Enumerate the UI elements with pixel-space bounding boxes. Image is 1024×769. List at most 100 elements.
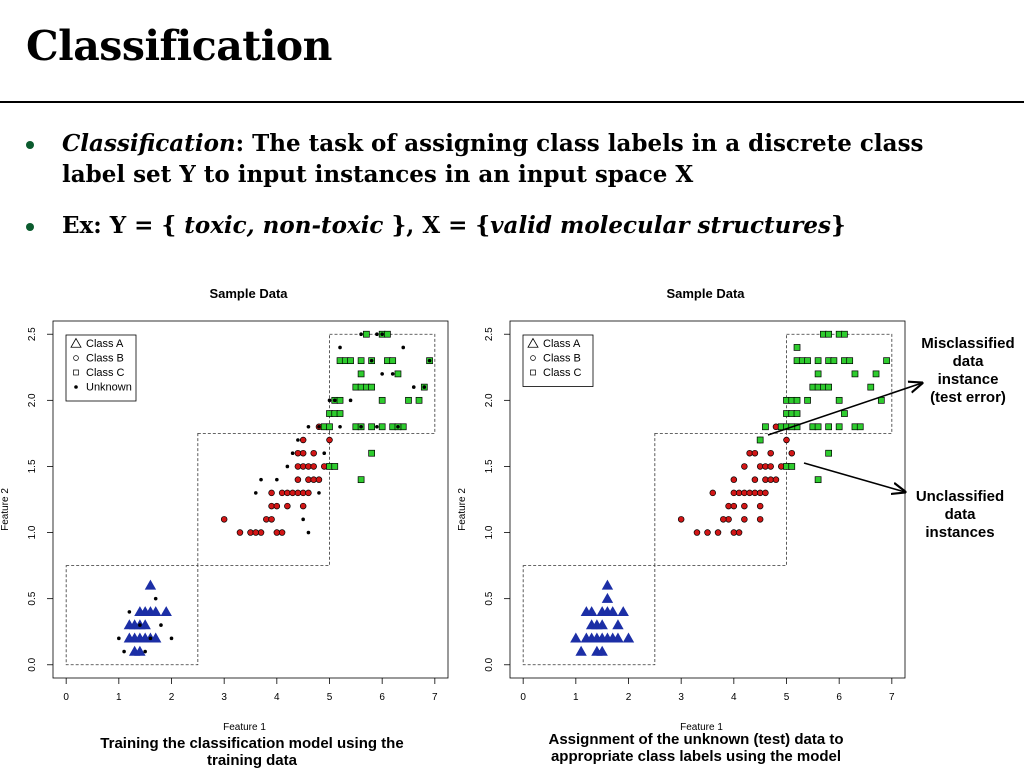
legend: Class A Class B Class C — [522, 334, 594, 387]
data-point — [877, 396, 885, 404]
chart-title: Sample Data — [209, 286, 288, 301]
data-point — [612, 619, 624, 630]
data-point — [825, 383, 832, 391]
data-point — [299, 502, 307, 510]
data-point — [825, 330, 832, 338]
data-point — [825, 449, 832, 457]
data-point — [730, 476, 738, 483]
annotation-line: instance — [937, 371, 999, 388]
data-point — [867, 383, 875, 391]
data-point — [363, 330, 370, 338]
decision-region-box — [329, 333, 436, 434]
plot-frame — [509, 320, 906, 679]
data-point — [338, 424, 342, 429]
data-point — [310, 449, 317, 457]
data-point — [804, 396, 811, 404]
decision-region-box — [786, 333, 893, 434]
data-point — [336, 396, 344, 404]
x-tick-label: 7 — [889, 692, 895, 703]
y-tick-label: 0.0 — [27, 657, 38, 671]
legend-label: Class B — [543, 353, 581, 365]
data-point — [327, 398, 332, 403]
data-point — [368, 423, 375, 431]
data-point — [357, 370, 365, 378]
x-tick-label: 4 — [274, 692, 280, 703]
data-point — [375, 424, 379, 429]
data-point — [123, 619, 136, 630]
data-point — [290, 451, 295, 456]
data-point — [601, 579, 614, 590]
title-divider — [0, 101, 1024, 103]
data-point — [347, 357, 354, 365]
x-axis-label: Feature 1 — [680, 722, 723, 733]
plot-frame — [52, 320, 449, 679]
data-point — [294, 476, 302, 483]
data-point — [144, 579, 157, 590]
data-point — [278, 529, 286, 536]
annotation-line: data — [944, 506, 976, 523]
data-point — [575, 645, 587, 656]
y-tick-label: 0.5 — [27, 591, 38, 605]
data-point — [380, 372, 384, 376]
data-point — [122, 649, 126, 654]
data-point — [612, 632, 624, 643]
data-point — [301, 517, 305, 522]
data-point — [835, 423, 843, 431]
x-tick-label: 4 — [731, 692, 737, 703]
data-point — [268, 489, 275, 497]
data-point — [275, 477, 279, 482]
data-point — [331, 463, 339, 470]
data-point — [368, 383, 375, 391]
data-point — [236, 529, 244, 536]
example-labels: toxic, non-toxic — [184, 212, 384, 239]
definition-text: : The task of assigning class labels in … — [62, 130, 924, 188]
y-tick-label: 1.0 — [27, 525, 38, 539]
caption-left: Training the classification model using … — [100, 735, 404, 769]
data-point — [767, 463, 774, 470]
data-point — [814, 476, 822, 484]
data-point — [317, 491, 321, 495]
annotation-line: instances — [925, 524, 995, 541]
data-point — [326, 423, 333, 431]
data-point — [762, 489, 769, 497]
bullet-example: Ex: Y = { toxic, non-toxic }, X = {valid… — [24, 210, 994, 241]
data-point — [336, 410, 344, 417]
annotation-misclassified: Misclassified data instance (test error) — [908, 335, 1024, 407]
annotation-unclassified: Unclassified data instances — [900, 488, 1020, 542]
data-point — [720, 516, 727, 523]
data-point — [411, 385, 416, 389]
y-tick-label: 0.5 — [484, 591, 495, 605]
x-tick-label: 1 — [573, 692, 579, 703]
series-class-a — [123, 579, 172, 656]
data-point — [596, 619, 608, 630]
series-class-a — [570, 579, 635, 656]
data-point — [150, 606, 162, 617]
x-tick-label: 0 — [63, 692, 69, 703]
bullet-dot-icon — [26, 141, 34, 149]
slide-title: Classification — [26, 22, 332, 70]
data-point — [357, 357, 365, 365]
x-tick-label: 2 — [626, 692, 632, 703]
data-point — [380, 332, 384, 337]
data-point — [756, 436, 764, 444]
x-tick-label: 5 — [784, 692, 790, 703]
data-point — [793, 396, 801, 404]
data-point — [835, 396, 843, 404]
data-point — [369, 358, 374, 363]
data-point — [772, 476, 780, 483]
data-point — [596, 645, 608, 656]
data-point — [299, 436, 307, 444]
example-middle: }, X = { — [383, 212, 491, 239]
data-point — [384, 330, 391, 338]
data-point — [317, 424, 321, 429]
caption-right: Assignment of the unknown (test) data to… — [548, 731, 844, 765]
annotation-line: data — [952, 353, 984, 370]
data-point — [285, 464, 290, 469]
data-point — [332, 398, 337, 403]
bullet-dot-icon — [26, 223, 34, 231]
data-point — [709, 489, 717, 497]
y-tick-label: 1.5 — [484, 459, 495, 473]
x-tick-label: 1 — [116, 692, 122, 703]
legend-marker — [530, 369, 536, 376]
scatter-plot: Sample Data 0 1 2 3 4 5 6 7 Feature 1 0.0 0.5 1.0 1.5… — [457, 286, 906, 733]
